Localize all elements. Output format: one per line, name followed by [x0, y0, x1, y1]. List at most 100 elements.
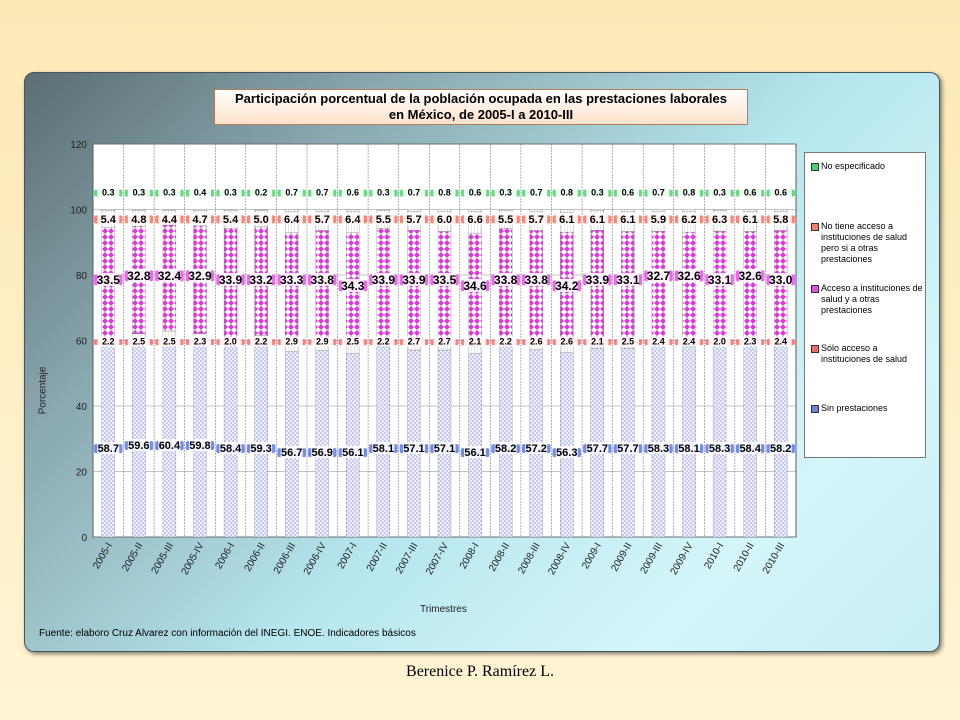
value-label-bg [158, 336, 181, 347]
value-label-bg [127, 268, 150, 282]
data-label: 0.3 [224, 188, 237, 198]
data-label: 2.2 [102, 337, 115, 347]
value-label-bg [219, 212, 242, 225]
value-label-bg [708, 187, 731, 198]
value-label-bg [250, 187, 273, 198]
data-label: 2.4 [652, 337, 665, 347]
value-label-bg [647, 268, 670, 282]
data-label: 0.3 [163, 188, 176, 198]
x-tick-label: 2008-IV [546, 541, 573, 577]
value-label-bg [739, 442, 762, 455]
bar-segment [285, 351, 299, 538]
legend-label: No tiene acceso a instituciones de salud… [821, 221, 908, 264]
value-label-bg [678, 212, 701, 225]
value-label-bg [464, 278, 487, 292]
data-label: 4.8 [131, 214, 146, 226]
data-label: 2.5 [347, 337, 360, 347]
bar-segment [774, 346, 788, 538]
x-tick-label: 2005-III [150, 541, 176, 576]
value-label-bg [97, 272, 120, 286]
value-label-bg [219, 187, 242, 198]
data-label: 5.7 [406, 214, 421, 226]
data-label: 0.8 [683, 188, 696, 198]
value-label-bg [739, 268, 762, 282]
data-label: 32.4 [158, 269, 182, 283]
value-label-bg [250, 336, 273, 347]
value-label-bg [372, 442, 395, 455]
bar-segment [590, 209, 604, 211]
value-label-bg [372, 212, 395, 225]
bar-segment [437, 209, 452, 212]
bar-segment [315, 350, 329, 538]
value-label-bg [127, 439, 150, 452]
value-label-bg [341, 278, 364, 292]
legend-swatch [811, 223, 819, 231]
value-label-bg [769, 212, 792, 225]
data-label: 32.7 [647, 269, 671, 283]
value-label-bg [525, 272, 548, 286]
value-label-bg [402, 187, 425, 198]
data-label: 32.6 [738, 269, 762, 283]
value-label-bg [250, 442, 273, 455]
x-tick-label: 2006-IV [302, 541, 329, 577]
bar-segment [468, 346, 482, 354]
bar-segment [254, 342, 268, 538]
value-label-bg [219, 272, 242, 286]
footer-author: Berenice P. Ramírez L. [406, 663, 554, 680]
value-label-bg [188, 212, 211, 225]
data-label: 59.8 [189, 440, 210, 452]
data-label: 57.7 [617, 443, 638, 455]
value-label-bg [494, 212, 517, 225]
value-label-bg [97, 187, 120, 198]
value-label-bg [97, 336, 120, 347]
value-label-bg [525, 336, 548, 347]
data-label: 5.7 [315, 214, 330, 226]
x-tick-label: 2007-III [394, 541, 420, 576]
value-label-bg [494, 336, 517, 347]
legend-swatch [811, 345, 819, 353]
data-labels: 58.7 2.2 33.5 5.4 0.3 59.6 2.5 32.8 4.8 0.3 60.4 2.… [97, 188, 793, 459]
value-label-bg [280, 212, 303, 225]
value-label-bg [586, 272, 609, 286]
x-tick-label: 2009-I [580, 541, 604, 571]
x-tick-label: 2005-I [91, 541, 115, 571]
value-label-bg [372, 187, 395, 198]
chart-title-line-2: en México, de 2005-I a 2010-III [388, 107, 574, 122]
bar-segment [101, 344, 115, 538]
value-label-bg [219, 442, 242, 455]
data-label: 57.1 [403, 443, 424, 455]
bars [101, 209, 788, 538]
value-label-bg [127, 187, 150, 198]
value-label-bg [586, 187, 609, 198]
value-label-bg [708, 212, 731, 225]
value-label-bg [678, 268, 701, 282]
data-label: 0.6 [622, 188, 635, 198]
data-label: 0.3 [133, 188, 146, 198]
value-label-bg [647, 187, 670, 198]
data-label: 5.8 [773, 214, 788, 226]
data-label: 0.7 [316, 188, 329, 198]
bar-segment [774, 209, 788, 212]
value-label-bg [97, 212, 120, 225]
x-tick-label: 2010-III [761, 541, 787, 576]
value-label-bg [188, 439, 211, 452]
value-label-bg [127, 336, 150, 347]
data-label: 6.2 [681, 214, 696, 226]
value-label-bg [739, 187, 762, 198]
x-tick-label: 2006-II [243, 541, 268, 573]
x-tick-label: 2009-II [609, 541, 634, 573]
chart-title: Participación porcentual de la población… [214, 89, 748, 125]
value-label-bg [769, 187, 792, 198]
data-label: 33.1 [616, 273, 640, 287]
value-label-bg [341, 212, 364, 225]
data-label: 2.0 [713, 337, 726, 347]
bar-segment [376, 346, 391, 538]
bar-segment [651, 230, 666, 339]
bar-segment [468, 209, 482, 212]
value-label-bg [464, 212, 487, 225]
value-label-bg [525, 187, 548, 198]
bar-segment [162, 339, 177, 538]
bar-segment [193, 209, 207, 211]
data-label: 0.6 [774, 188, 787, 198]
y-tick-label: 0 [81, 533, 87, 544]
